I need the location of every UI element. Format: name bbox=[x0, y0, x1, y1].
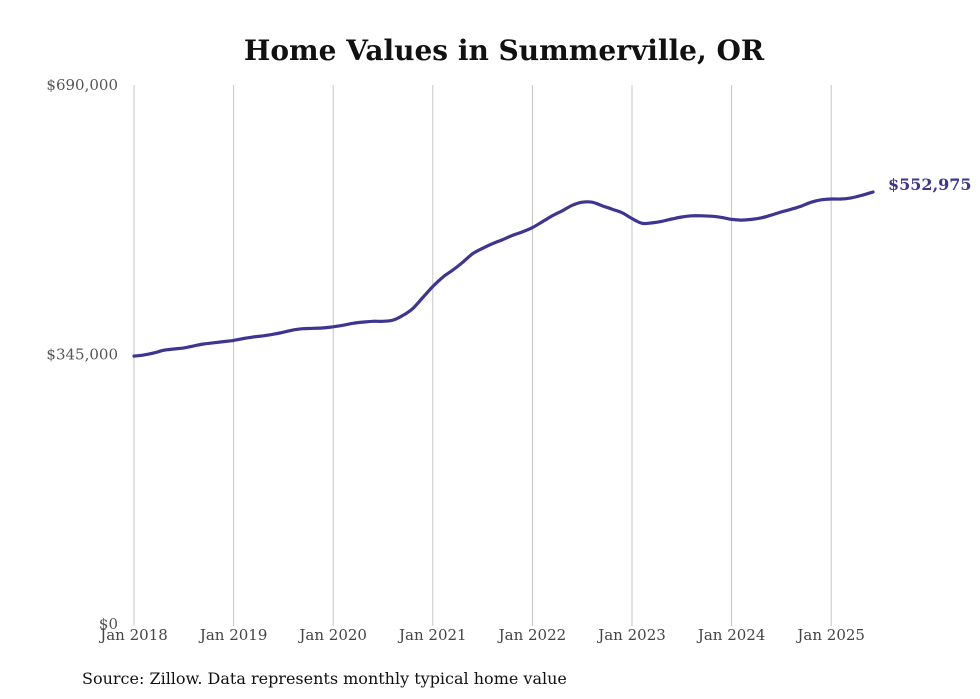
x-tick-label: Jan 2019 bbox=[198, 626, 268, 644]
x-tick-label: Jan 2018 bbox=[98, 626, 168, 644]
series-layer: $552,975 bbox=[132, 175, 972, 358]
x-tick-label: Jan 2021 bbox=[397, 626, 467, 644]
y-tick-label: $0 bbox=[99, 615, 118, 633]
series-line-0 bbox=[132, 190, 875, 358]
chart-title: Home Values in Summerville, OR bbox=[244, 34, 765, 67]
x-tick-label: Jan 2025 bbox=[795, 626, 865, 644]
y-axis-ticks: $0 $345,000 $690,000 bbox=[46, 76, 118, 633]
source-note: Source: Zillow. Data represents monthly … bbox=[82, 669, 567, 688]
end-value-label: $552,975 bbox=[888, 175, 972, 194]
y-tick-label: $690,000 bbox=[46, 76, 118, 94]
y-tick-label: $345,000 bbox=[46, 346, 118, 364]
x-tick-label: Jan 2022 bbox=[497, 626, 567, 644]
x-axis-ticks: Jan 2018 Jan 2019 Jan 2020 Jan 2021 Jan 2022… bbox=[98, 626, 865, 644]
x-tick-label: Jan 2024 bbox=[696, 626, 766, 644]
x-tick-label: Jan 2023 bbox=[596, 626, 666, 644]
x-gridlines bbox=[133, 85, 832, 626]
x-tick-label: Jan 2020 bbox=[297, 626, 367, 644]
